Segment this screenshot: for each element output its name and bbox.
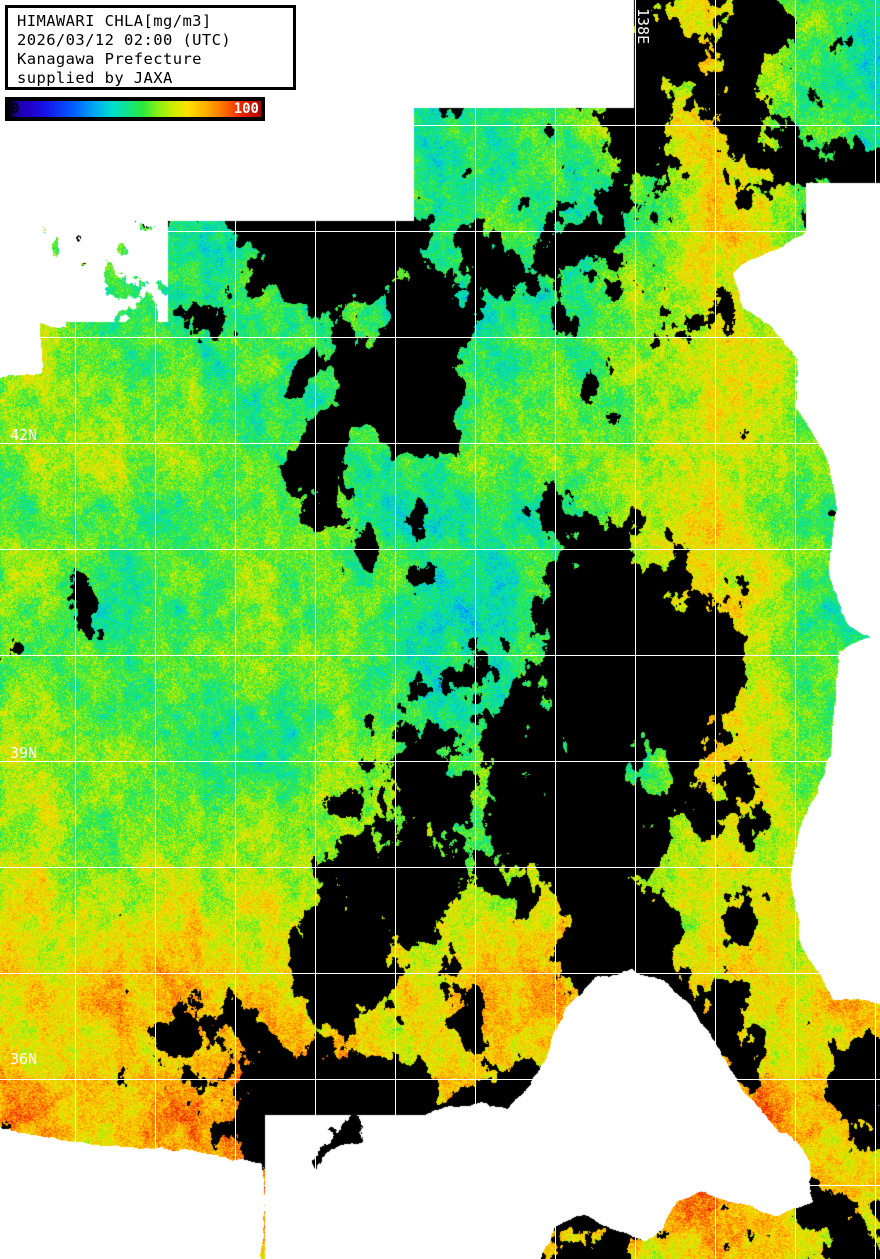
product-title-line: HIMAWARI CHLA[mg/m3] (17, 12, 212, 30)
product-region-line: Kanagawa Prefecture (17, 50, 202, 68)
colorbar-max-label: 100 (233, 101, 259, 117)
colorbar-gradient: 0 100 (9, 101, 261, 117)
colorbar-min-label: 0 (11, 101, 20, 117)
title-panel: HIMAWARI CHLA[mg/m3] 2026/03/12 02:00 (U… (5, 5, 296, 90)
product-source-line: supplied by JAXA (17, 69, 173, 87)
product-datetime-line: 2026/03/12 02:00 (UTC) (17, 31, 232, 49)
colorbar: 0 100 (5, 97, 265, 121)
